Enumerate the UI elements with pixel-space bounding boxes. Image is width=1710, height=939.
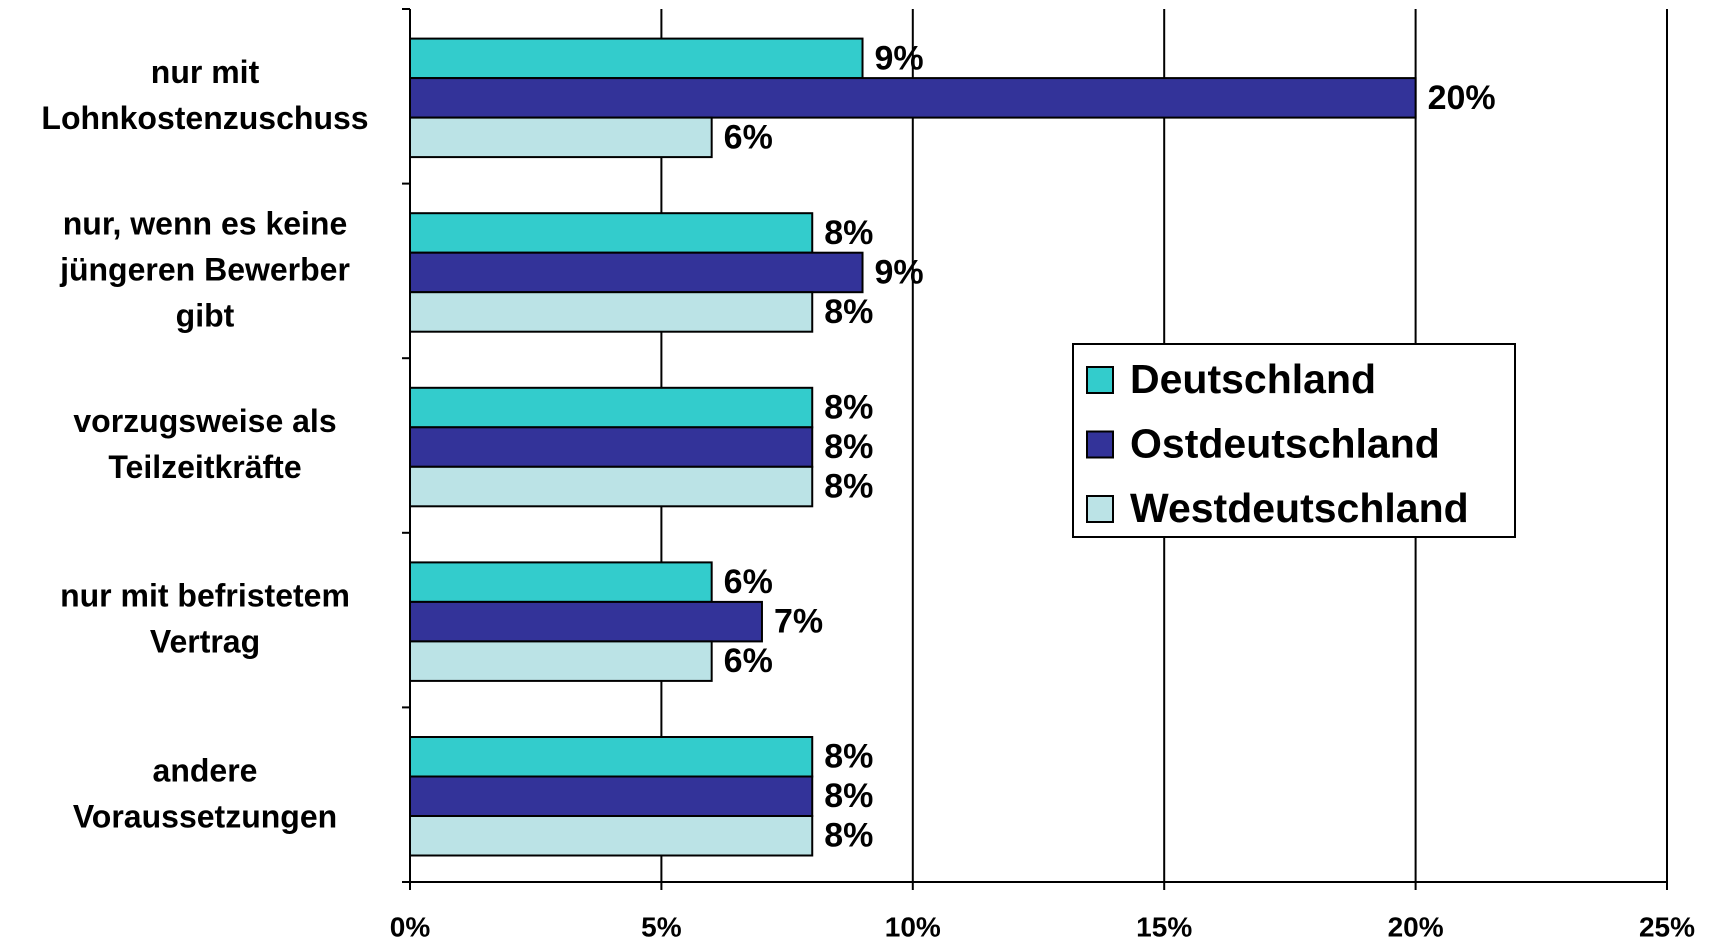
value-label: 8% (824, 738, 873, 776)
bar (409, 561, 713, 603)
category-label-line: nur mit befristetem (60, 578, 350, 614)
category-label-line: gibt (176, 298, 235, 334)
legend-label: Ostdeutschland (1130, 420, 1440, 466)
value-label: 6% (724, 563, 773, 601)
category-label-line: Vertrag (150, 624, 260, 660)
value-label: 20% (1428, 79, 1496, 117)
value-label: 8% (824, 428, 873, 466)
x-tick-label: 20% (1388, 911, 1444, 939)
value-label: 8% (824, 817, 873, 855)
legend-swatch (1086, 495, 1114, 523)
category-label: nur mit befristetem Vertrag (60, 578, 350, 660)
legend-label: Westdeutschland (1130, 485, 1469, 531)
category-label: nur mit Lohnkostenzuschuss (41, 54, 368, 136)
legend-box (1072, 343, 1516, 538)
category-label: nur, wenn es keine jüngeren Bewerber gibt (59, 206, 350, 334)
value-label: 9% (875, 253, 924, 291)
value-label: 8% (824, 389, 873, 427)
value-label: 7% (774, 603, 823, 641)
bar (409, 386, 814, 429)
bar (409, 426, 814, 468)
category-label-line: jüngeren Bewerber (59, 252, 350, 288)
x-tick-label: 5% (641, 911, 682, 939)
bar (409, 640, 713, 682)
value-label: 8% (824, 293, 873, 331)
category-label-line: andere (153, 753, 258, 789)
bar (409, 815, 814, 857)
legend-swatch (1086, 430, 1114, 459)
value-label: 8% (824, 214, 873, 252)
category-label-line: vorzugsweise als (73, 404, 336, 440)
bar (409, 212, 814, 254)
bar (409, 77, 1417, 119)
category-label-line: Teilzeitkräfte (108, 450, 301, 486)
x-tick-label: 15% (1136, 911, 1192, 939)
bar (409, 116, 713, 159)
x-tick-label: 25% (1639, 911, 1695, 939)
value-label: 8% (824, 468, 873, 506)
category-label: andere Voraussetzungen (73, 753, 337, 835)
legend-label: Deutschland (1130, 356, 1376, 402)
bar (409, 775, 814, 817)
bar (409, 600, 763, 643)
category-label-line: Voraussetzungen (73, 799, 337, 835)
category-label-line: Lohnkostenzuschuss (41, 100, 368, 136)
category-label-line: nur, wenn es keine (63, 206, 348, 242)
category-label-line: nur mit (151, 54, 260, 90)
legend-swatch (1086, 366, 1114, 394)
x-tick-label: 10% (885, 911, 941, 939)
bar (409, 465, 814, 508)
x-tick-label: 0% (390, 911, 431, 939)
value-label: 6% (724, 118, 773, 156)
bar (409, 37, 864, 80)
category-label: vorzugsweise als Teilzeitkräfte (73, 404, 336, 486)
value-label: 6% (724, 642, 773, 680)
bar (409, 291, 814, 333)
value-label: 9% (875, 39, 924, 77)
bar (409, 251, 864, 294)
bar (409, 736, 814, 778)
value-label: 8% (824, 777, 873, 815)
